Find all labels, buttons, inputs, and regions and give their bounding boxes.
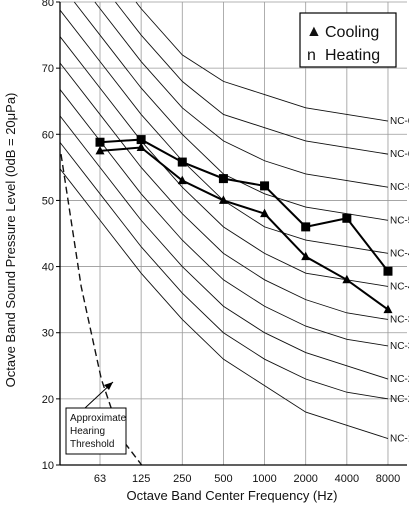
hearing-threshold-curve — [60, 154, 143, 466]
x-tick-label-63: 63 — [94, 473, 106, 485]
nc-label-nc-45: NC-45 — [390, 248, 409, 259]
marker-heating-500 — [218, 174, 228, 184]
series-line-heating — [99, 138, 389, 272]
nc-curve-nc-60 — [115, 1, 389, 155]
marker-cooling-8000 — [383, 304, 393, 314]
legend-label-heating: Heating — [325, 47, 380, 64]
nc-label-nc-50: NC-50 — [390, 215, 409, 226]
x-tick-label-1000: 1000 — [252, 473, 276, 485]
nc-curves: NC-65 NC-60 NC-55 NC-50 NC-45 NC-40 NC-35 NC-30… — [59, 1, 409, 445]
threshold-note-line-2: Hearing — [70, 426, 105, 437]
x-tick-label-2000: 2000 — [293, 473, 317, 485]
nc-curve-nc-30 — [59, 89, 389, 347]
marker-cooling-250 — [177, 175, 187, 185]
marker-heating-2000 — [301, 222, 311, 232]
x-tick-label-4000: 4000 — [335, 473, 359, 485]
axes: 10 20 30 40 50 60 70 80 63 125 250 500 1000 2000 4000 8… — [42, 0, 407, 485]
nc-label-nc-30: NC-30 — [390, 341, 409, 352]
nc-label-nc-65: NC-65 — [390, 116, 409, 127]
nc-label-nc-15: NC-15 — [390, 434, 409, 445]
y-tick-label-10: 10 — [42, 460, 54, 472]
nc-curve-nc-40 — [59, 36, 389, 287]
marker-heating-8000 — [383, 266, 393, 276]
y-axis-title: Octave Band Sound Pressure Level (0dB = … — [3, 93, 18, 388]
nc-curve-nc-35 — [59, 62, 389, 320]
marker-cooling-1000 — [260, 208, 270, 218]
x-tick-label-125: 125 — [132, 473, 150, 485]
y-tick-label-20: 20 — [42, 394, 54, 406]
x-axis-title: Octave Band Center Frequency (Hz) — [127, 488, 338, 503]
nc-label-nc-35: NC-35 — [390, 314, 409, 325]
x-tick-label-500: 500 — [214, 473, 232, 485]
y-tick-label-60: 60 — [42, 129, 54, 141]
legend-symbol-cooling: ▲ — [306, 23, 322, 40]
legend-box — [299, 12, 397, 68]
nc-label-nc-20: NC-20 — [390, 394, 409, 405]
nc-label-nc-25: NC-25 — [390, 374, 409, 385]
threshold-note-line-1: Approximate — [70, 413, 127, 424]
nc-curve-nc-65 — [135, 1, 389, 122]
y-tick-label-70: 70 — [42, 63, 54, 75]
legend-label-cooling: Cooling — [325, 24, 379, 41]
legend: ▲ Cooling n Heating — [299, 12, 397, 68]
nc-curve-nc-25 — [59, 115, 389, 380]
y-tick-label-30: 30 — [42, 328, 54, 340]
nc-label-nc-60: NC-60 — [390, 149, 409, 160]
series-line-cooling — [99, 146, 389, 311]
marker-cooling-125 — [136, 142, 146, 152]
marker-cooling-500 — [218, 195, 228, 204]
nc-curve-nc-15 — [59, 168, 389, 439]
threshold-note-arrowhead — [104, 382, 113, 390]
marker-cooling-2000 — [301, 251, 311, 261]
nc-label-nc-40: NC-40 — [390, 281, 409, 292]
nc-curve-nc-55 — [94, 1, 389, 188]
hearing-threshold — [60, 154, 143, 466]
x-tick-label-8000: 8000 — [376, 473, 400, 485]
marker-heating-63 — [95, 137, 105, 147]
x-tick-label-250: 250 — [173, 473, 191, 485]
legend-symbol-heating: n — [307, 47, 316, 64]
grid — [60, 1, 407, 466]
hearing-threshold-note: Approximate Hearing Threshold — [65, 381, 127, 455]
marker-heating-125 — [136, 135, 146, 145]
marker-heating-1000 — [260, 181, 270, 191]
nc-curve-nc-20 — [59, 142, 389, 400]
y-tick-label-40: 40 — [42, 262, 54, 274]
marker-cooling-63 — [95, 145, 105, 155]
y-tick-label-50: 50 — [42, 195, 54, 207]
threshold-note-line-3: Threshold — [70, 439, 114, 450]
y-tick-label-80: 80 — [42, 0, 54, 9]
marker-cooling-4000 — [342, 274, 352, 284]
data-series — [95, 135, 393, 314]
marker-heating-250 — [177, 157, 187, 167]
nc-curve-nc-50 — [73, 1, 389, 221]
nc-label-nc-55: NC-55 — [390, 182, 409, 193]
marker-heating-4000 — [342, 213, 352, 223]
threshold-note-box — [65, 407, 127, 455]
